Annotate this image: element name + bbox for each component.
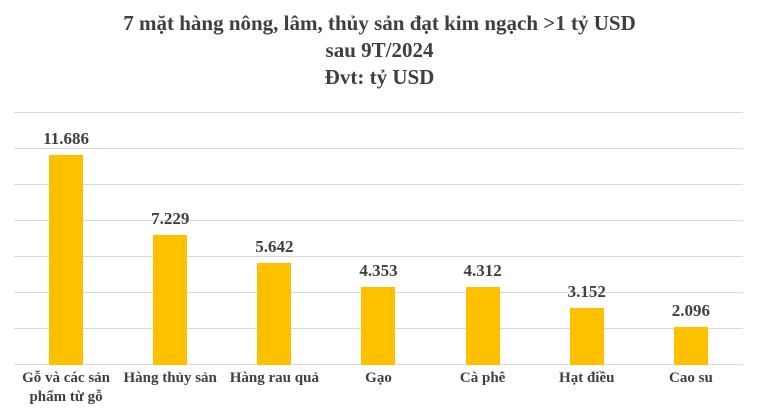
gridline-8 (14, 220, 743, 221)
bar (257, 263, 292, 365)
category-axis: Gỗ và các sản phẩm từ gỗ Hàng thủy sản Hàn… (14, 369, 743, 407)
category-label: Cao su (669, 370, 713, 386)
bar-cell: 11.686 (14, 113, 118, 365)
category-label: Gỗ và các sản phẩm từ gỗ (22, 370, 111, 405)
bar-cell: 3.152 (535, 113, 639, 365)
bar-series: 11.686 7.229 5.642 4.353 4.312 3.152 2.096 (14, 113, 743, 365)
bar (153, 234, 188, 365)
gridline-6 (14, 256, 743, 257)
bar-cell: 4.312 (431, 113, 535, 365)
category-label: Gạo (365, 370, 392, 386)
bar (49, 154, 84, 365)
gridline-14 (14, 112, 743, 113)
chart-title-line2: sau 9T/2024 (325, 38, 434, 62)
value-label: 4.353 (359, 260, 398, 280)
category-label: Hạt điều (559, 370, 615, 386)
value-label: 4.312 (463, 261, 502, 281)
bar-cell: 2.096 (639, 113, 743, 365)
category-label: Hàng thủy sản (123, 370, 217, 386)
gridline-12 (14, 148, 743, 149)
value-label: 11.686 (43, 128, 89, 148)
value-label: 5.642 (255, 237, 294, 257)
bar (465, 287, 500, 365)
bar-cell: 4.353 (326, 113, 430, 365)
chart-title-line1: 7 mặt hàng nông, lâm, thủy sản đạt kim n… (123, 11, 636, 35)
bar (361, 286, 396, 365)
bar (569, 308, 604, 365)
bar-cell: 5.642 (222, 113, 326, 365)
category-label: Cà phê (459, 370, 506, 386)
chart-unit-label: Đvt: tỷ USD (324, 65, 435, 89)
value-label: 7.229 (151, 208, 190, 228)
bar-cell: 7.229 (118, 113, 222, 365)
value-label: 2.096 (671, 301, 711, 321)
gridline-10 (14, 184, 743, 185)
value-label: 3.152 (567, 282, 606, 302)
category-label: Hàng rau quả (229, 370, 319, 386)
plot-area: 11.686 7.229 5.642 4.353 4.312 3.152 2.096 (14, 112, 743, 365)
bar (673, 327, 708, 365)
chart-title-block: 7 mặt hàng nông, lâm, thủy sản đạt kim n… (0, 10, 759, 91)
